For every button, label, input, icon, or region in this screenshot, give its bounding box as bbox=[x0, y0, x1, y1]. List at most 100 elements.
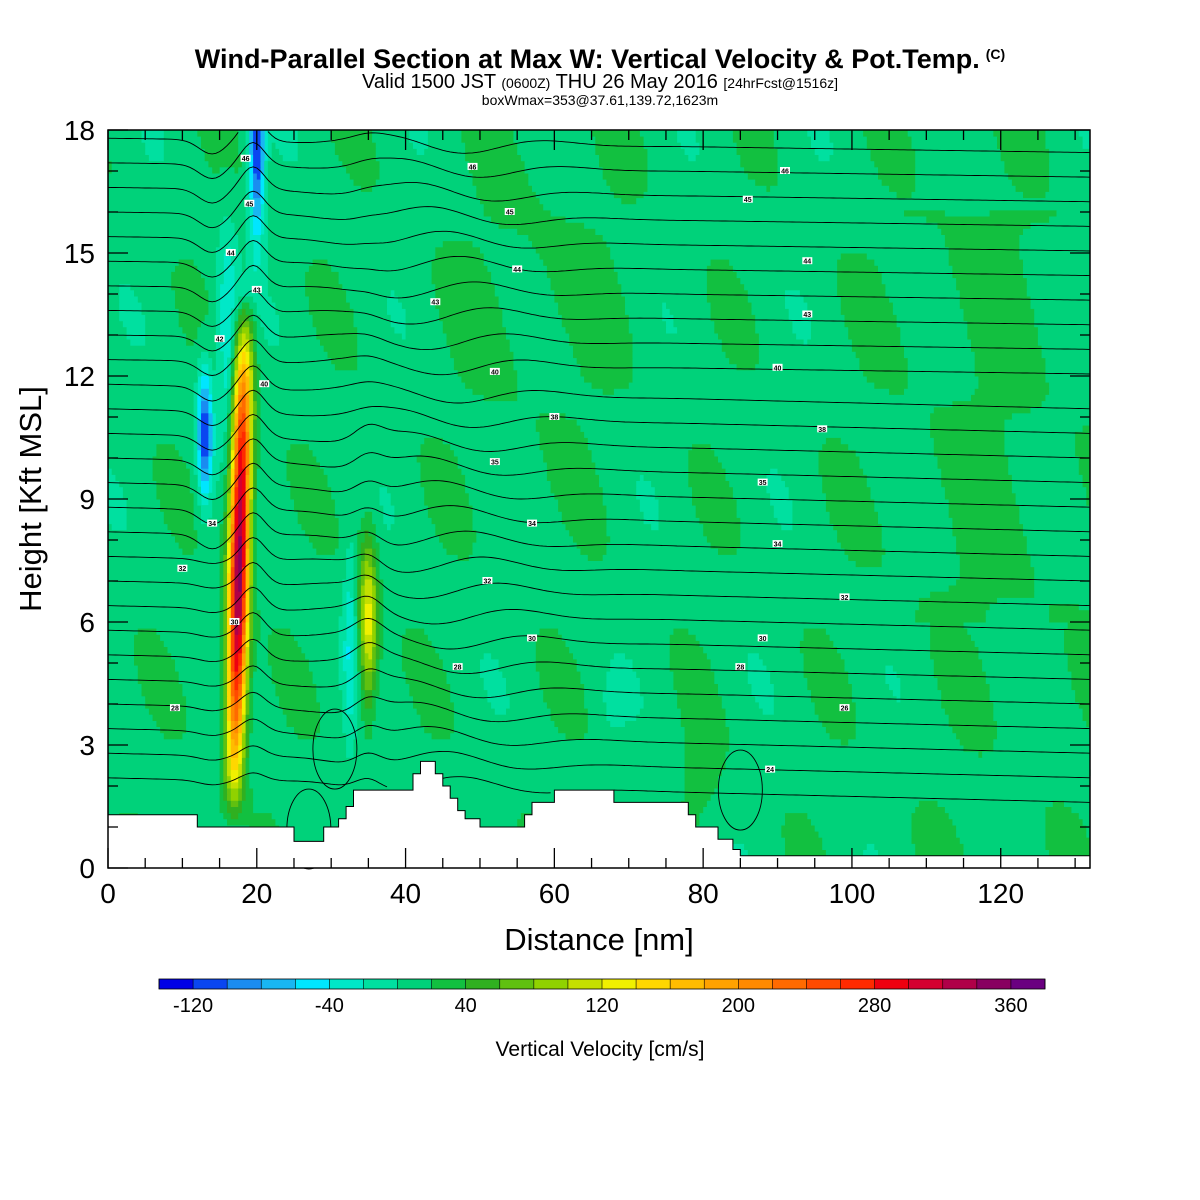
vv-cell bbox=[238, 634, 243, 641]
vv-cell bbox=[249, 406, 254, 414]
y-axis-title: Height [Kft MSL] bbox=[13, 386, 48, 612]
vv-cell bbox=[732, 136, 775, 143]
vv-cell bbox=[372, 511, 384, 518]
vv-cell bbox=[714, 326, 756, 334]
vv-cell bbox=[197, 437, 202, 445]
vv-cell bbox=[338, 646, 343, 654]
vv-cell bbox=[613, 652, 626, 660]
vv-cell bbox=[275, 302, 310, 309]
vv-cell bbox=[215, 486, 224, 494]
vv-cell bbox=[208, 425, 213, 432]
vv-cell bbox=[874, 160, 916, 168]
vv-cell bbox=[729, 480, 767, 488]
vv-cell bbox=[249, 578, 254, 586]
vv-cell bbox=[249, 394, 254, 402]
vv-cell bbox=[256, 554, 347, 561]
vv-cell bbox=[543, 455, 593, 463]
theta-label: 28 bbox=[454, 665, 462, 672]
vv-cell bbox=[223, 486, 228, 494]
vv-cell bbox=[372, 628, 377, 635]
vv-cell bbox=[811, 142, 834, 149]
vv-cell bbox=[829, 511, 879, 518]
vv-cell bbox=[241, 160, 247, 168]
vv-cell bbox=[1004, 443, 1076, 451]
vv-cell bbox=[215, 302, 221, 309]
vv-cell bbox=[424, 486, 466, 494]
vv-cell bbox=[245, 209, 250, 217]
vv-cell bbox=[468, 499, 559, 506]
vv-cell bbox=[442, 240, 474, 248]
vv-cell bbox=[241, 566, 247, 574]
vv-cell bbox=[785, 849, 827, 857]
vv-cell bbox=[755, 179, 778, 186]
vv-cell bbox=[334, 363, 358, 371]
vv-cell bbox=[602, 388, 615, 395]
vv-cell bbox=[584, 702, 607, 709]
vv-cell bbox=[885, 677, 901, 684]
vv-cell bbox=[632, 658, 671, 666]
vv-cell bbox=[256, 640, 269, 647]
vv-cell bbox=[234, 222, 247, 229]
vv-cell bbox=[219, 615, 224, 623]
vv-cell bbox=[219, 566, 224, 574]
vv-cell bbox=[230, 683, 235, 691]
vv-cell bbox=[279, 314, 314, 322]
vv-cell bbox=[227, 763, 232, 771]
vv-cell bbox=[201, 400, 209, 408]
vv-cell bbox=[353, 628, 358, 635]
vv-cell bbox=[253, 800, 682, 807]
vv-cell bbox=[108, 400, 195, 408]
vv-cell bbox=[245, 228, 250, 235]
vv-cell bbox=[249, 462, 254, 469]
vv-cell bbox=[338, 535, 358, 543]
vv-cell bbox=[108, 548, 183, 555]
vv-cell bbox=[108, 794, 221, 801]
vv-cell bbox=[758, 332, 797, 340]
vv-cell bbox=[197, 357, 213, 365]
vv-cell bbox=[539, 431, 585, 438]
vv-cell bbox=[584, 376, 633, 383]
vv-cell bbox=[353, 695, 358, 703]
vv-cell bbox=[394, 326, 407, 334]
vv-cell bbox=[234, 400, 239, 408]
vv-cell bbox=[911, 136, 998, 143]
vv-cell bbox=[372, 585, 377, 592]
vv-cell bbox=[208, 468, 213, 475]
vv-cell bbox=[372, 695, 377, 703]
vv-cell bbox=[234, 671, 239, 678]
vv-cell bbox=[952, 818, 1046, 826]
vv-cell bbox=[881, 277, 957, 285]
vv-cell bbox=[360, 714, 377, 721]
vv-cell bbox=[301, 646, 340, 654]
theta-label: 35 bbox=[759, 480, 767, 487]
vv-cell bbox=[718, 781, 1091, 789]
vv-cell bbox=[747, 658, 764, 666]
vv-cell bbox=[952, 271, 1024, 279]
vv-cell bbox=[625, 296, 708, 303]
vv-cell bbox=[446, 339, 511, 346]
vv-cell bbox=[141, 136, 165, 143]
vv-cell bbox=[539, 677, 581, 684]
theta-contour-line bbox=[107, 537, 1091, 582]
vv-cell bbox=[253, 455, 258, 463]
vv-cell bbox=[535, 425, 581, 432]
vv-cell bbox=[989, 209, 1058, 217]
vv-cell bbox=[792, 523, 834, 531]
vv-cell bbox=[379, 603, 384, 611]
vv-cell bbox=[606, 179, 648, 186]
vv-cell bbox=[108, 769, 221, 777]
vv-cell bbox=[241, 738, 247, 746]
vv-cell bbox=[238, 308, 243, 315]
vv-cell bbox=[249, 548, 254, 555]
vv-cell bbox=[234, 603, 243, 611]
vv-cell bbox=[658, 517, 700, 525]
vv-cell bbox=[435, 646, 537, 654]
vv-cell bbox=[245, 511, 250, 518]
vv-cell bbox=[212, 499, 224, 506]
vv-cell bbox=[829, 634, 931, 641]
vv-cell bbox=[959, 738, 994, 746]
vv-cell bbox=[327, 351, 358, 359]
x-tick-label: 20 bbox=[241, 878, 272, 909]
vv-cell bbox=[267, 166, 347, 174]
vv-cell bbox=[375, 591, 380, 598]
